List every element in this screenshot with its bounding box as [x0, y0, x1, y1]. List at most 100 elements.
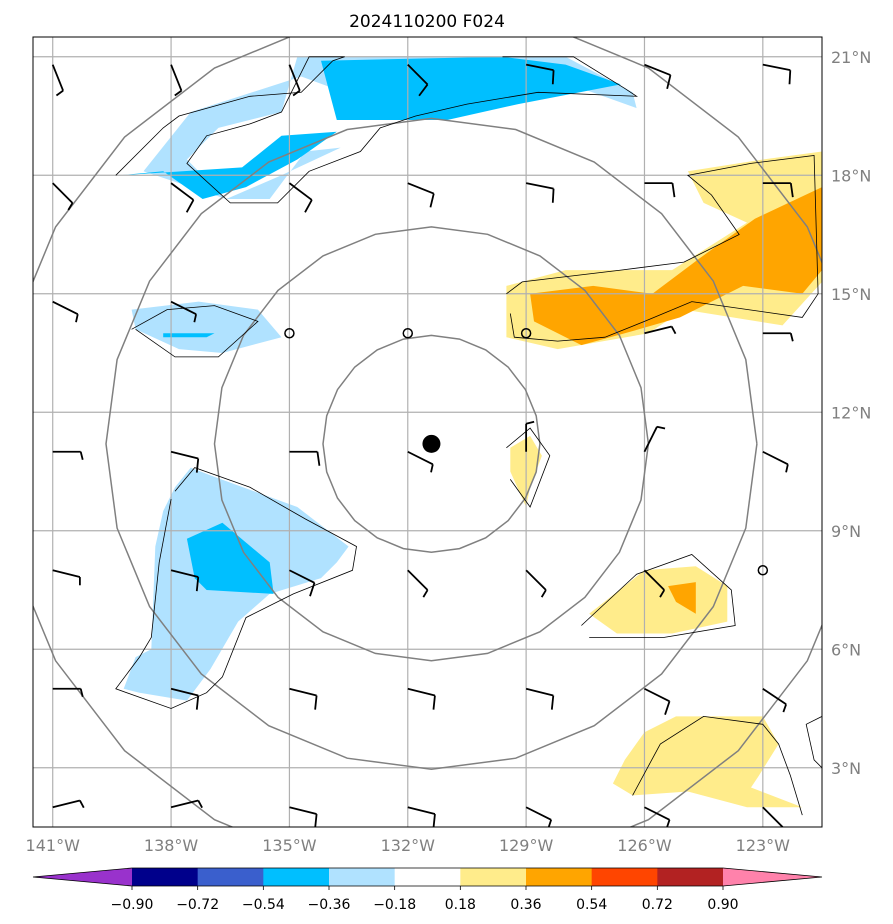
wind-barb: [407, 64, 429, 97]
colorbar-segment: [329, 868, 396, 886]
wind-barb: [51, 64, 64, 97]
longitude-tick-labels: 141°W 138°W 135°W 132°W 129°W 126°W 123°W: [26, 836, 791, 855]
latitude-tick-label: 9°N: [831, 522, 861, 541]
wind-barb: [170, 569, 200, 592]
wind-barb: [525, 806, 553, 827]
colorbar-tick-label: 0.18: [445, 897, 476, 913]
latitude-tick-label: 15°N: [831, 285, 871, 304]
longitude-tick-label: 141°W: [26, 836, 81, 855]
wind-barb: [407, 687, 436, 710]
wind-barb: [762, 63, 792, 85]
longitude-tick-label: 132°W: [381, 836, 436, 855]
shaded-region-1: [321, 56, 621, 120]
wind-barb: [52, 182, 74, 211]
colorbar-extend-low: [33, 868, 132, 886]
longitude-tick-label: 123°W: [736, 836, 791, 855]
longitude-tick-label: 126°W: [617, 836, 672, 855]
wind-barb: [407, 806, 436, 827]
wind-barb: [288, 64, 301, 97]
contour-line-2: [115, 467, 357, 709]
shaded-region-2: [119, 131, 337, 199]
wind-barb: [407, 182, 435, 208]
longitude-tick-label: 135°W: [262, 836, 317, 855]
wind-barbs: [51, 63, 794, 827]
colorbar-tick-label: −0.36: [308, 897, 351, 913]
calm-wind-marker: [520, 328, 532, 339]
colorbar-segment: [591, 868, 658, 886]
plot-background: [33, 37, 822, 827]
colorbar-tick-label: −0.90: [111, 897, 154, 913]
wind-barb: [170, 64, 183, 97]
latitude-tick-label: 3°N: [831, 759, 861, 778]
colorbar-tick-label: −0.54: [242, 897, 285, 913]
wind-barb: [644, 806, 671, 827]
wind-barb: [762, 332, 794, 342]
wind-barb: [52, 799, 85, 809]
contour-line-0: [115, 56, 639, 204]
storm-center-dot: [422, 434, 441, 453]
wind-barb: [643, 569, 666, 598]
wind-barb: [52, 450, 84, 460]
contour-line-6: [632, 715, 803, 816]
shaded-region-0: [143, 56, 637, 199]
calm-wind-marker: [402, 328, 414, 339]
wind-barb: [525, 182, 555, 203]
gridlines: [33, 37, 822, 827]
colorbar-tick-label: 0.54: [576, 897, 607, 913]
colorbar-segment: [197, 868, 264, 886]
colorbar-segment: [657, 868, 724, 886]
wind-barb: [288, 182, 313, 213]
calm-wind-marker: [757, 565, 769, 576]
shaded-region-12: [612, 716, 803, 808]
wind-barb: [170, 182, 195, 213]
wind-barb: [762, 450, 789, 473]
calm-wind-marker: [284, 328, 295, 339]
shaded-region-11: [668, 582, 696, 614]
wind-barb: [407, 450, 434, 473]
colorbar-segment: [263, 868, 330, 886]
colorbar-segment: [132, 868, 199, 886]
range-ring-0: [322, 334, 541, 554]
wind-barb: [525, 420, 535, 452]
contour-line-1: [131, 305, 259, 358]
wind-barb: [52, 569, 81, 586]
wind-barb: [407, 569, 429, 598]
shaded-region-4: [163, 333, 215, 338]
colorbar-tick-label: 0.90: [707, 897, 738, 913]
colorbar-extend-high: [723, 868, 822, 886]
colorbar-segment: [394, 868, 461, 886]
range-rings: [33, 37, 822, 827]
contour-line-7: [805, 716, 822, 769]
colorbar-tick-label: 0.72: [642, 897, 673, 913]
wind-barb: [762, 182, 794, 198]
colorbar: −0.90 −0.72 −0.54 −0.36 −0.18 0.18 0.36 0.54 0.7…: [32, 867, 823, 913]
contour-line-5: [581, 554, 736, 638]
shaded-region-8: [530, 187, 822, 346]
wind-barb: [52, 687, 84, 697]
plot-frame: [32, 36, 823, 828]
wind-barb: [289, 569, 316, 597]
colorbar-tick-label: 0.36: [510, 897, 541, 913]
wind-barb: [170, 687, 200, 710]
wind-barb: [525, 569, 547, 598]
latitude-tick-labels: 3°N 6°N 9°N 12°N 15°N 18°N 21°N: [831, 48, 871, 778]
wind-barb: [52, 300, 79, 323]
shaded-region-3: [131, 301, 282, 353]
wind-barb: [525, 63, 555, 85]
shaded-region-6: [186, 522, 274, 594]
wind-barb: [289, 806, 318, 827]
map-title: 2024110200 F024: [349, 12, 505, 32]
longitude-tick-label: 129°W: [499, 836, 554, 855]
colorbar-segment: [526, 868, 593, 886]
contour-line-3: [506, 155, 819, 342]
contour-line-4: [506, 427, 551, 508]
range-ring-2: [105, 117, 758, 771]
range-ring-3: [33, 37, 822, 827]
wind-barb: [644, 63, 672, 90]
wind-barb: [643, 425, 666, 453]
colorbar-segment: [460, 868, 527, 886]
shading-layer: [119, 56, 822, 808]
wind-barb: [289, 450, 321, 466]
wind-barb: [644, 182, 676, 198]
